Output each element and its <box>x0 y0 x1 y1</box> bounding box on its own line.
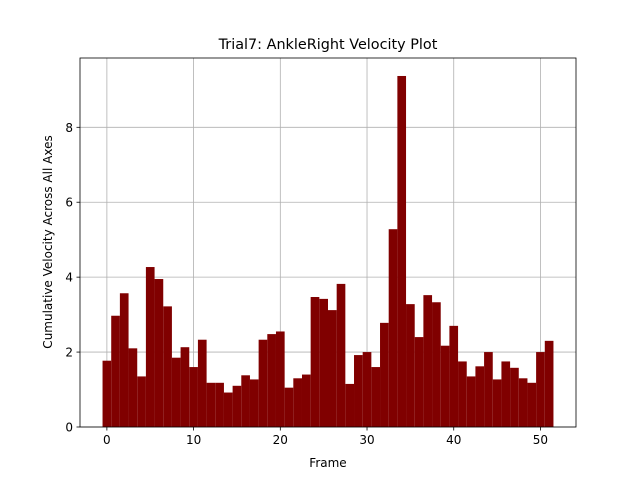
bar <box>475 366 485 427</box>
bar <box>249 379 259 427</box>
bar <box>414 337 424 427</box>
bar <box>544 340 554 427</box>
bar <box>466 376 476 427</box>
bar <box>102 360 112 427</box>
bar <box>380 322 389 427</box>
bar <box>111 315 120 427</box>
bar <box>510 367 519 427</box>
bar <box>458 361 467 427</box>
bar <box>154 279 164 427</box>
bar <box>432 302 441 427</box>
bar <box>371 367 381 427</box>
bar <box>527 382 537 427</box>
x-tick-label: 40 <box>446 433 461 447</box>
bar <box>492 379 502 427</box>
bar <box>484 352 493 427</box>
bar <box>275 331 285 427</box>
bar <box>310 297 320 427</box>
bar <box>336 283 346 427</box>
bar <box>145 267 155 427</box>
y-tick-label: 6 <box>65 196 73 210</box>
bar <box>223 392 233 427</box>
axes-layer: 0 10 20 30 40 50 0 2 4 6 8 <box>65 57 577 447</box>
bar <box>137 376 146 427</box>
bar <box>319 298 328 427</box>
x-tick-label: 0 <box>103 433 111 447</box>
bar <box>293 378 302 427</box>
plot-frame <box>79 57 577 428</box>
y-tick-label: 2 <box>65 346 73 360</box>
y-tick-label: 4 <box>65 271 73 285</box>
bar <box>328 310 337 427</box>
x-tick-label: 30 <box>359 433 374 447</box>
bar <box>345 383 355 427</box>
x-tick-label: 10 <box>186 433 201 447</box>
x-tick-label: 50 <box>533 433 548 447</box>
bar <box>397 75 407 428</box>
bar <box>440 345 450 427</box>
y-tick-label: 8 <box>65 121 73 135</box>
bar <box>449 325 459 427</box>
bar <box>501 361 511 427</box>
bar <box>119 293 129 427</box>
y-tick-label: 0 <box>65 421 73 435</box>
bar <box>362 352 372 427</box>
bar <box>518 378 528 427</box>
bar <box>423 295 433 427</box>
bar <box>536 352 545 427</box>
bar <box>267 334 276 427</box>
bar <box>241 375 250 427</box>
bar <box>206 382 216 427</box>
bar <box>232 385 242 427</box>
bars-layer <box>102 75 554 428</box>
x-axis-label: Frame <box>309 456 346 470</box>
bar <box>301 374 311 427</box>
bar <box>128 348 138 427</box>
chart-title: Trial7: AnkleRight Velocity Plot <box>218 37 438 53</box>
bar <box>189 367 198 427</box>
bar <box>163 306 172 427</box>
bar <box>171 357 181 427</box>
bar <box>197 339 207 427</box>
bar <box>354 355 363 427</box>
bar <box>284 387 294 427</box>
bar <box>180 347 190 427</box>
y-axis-label: Cumulative Velocity Across All Axes <box>41 135 55 348</box>
bar <box>388 229 398 427</box>
bar <box>215 382 224 427</box>
bar <box>406 304 415 427</box>
bar <box>258 339 268 427</box>
x-tick-label: 20 <box>273 433 288 447</box>
